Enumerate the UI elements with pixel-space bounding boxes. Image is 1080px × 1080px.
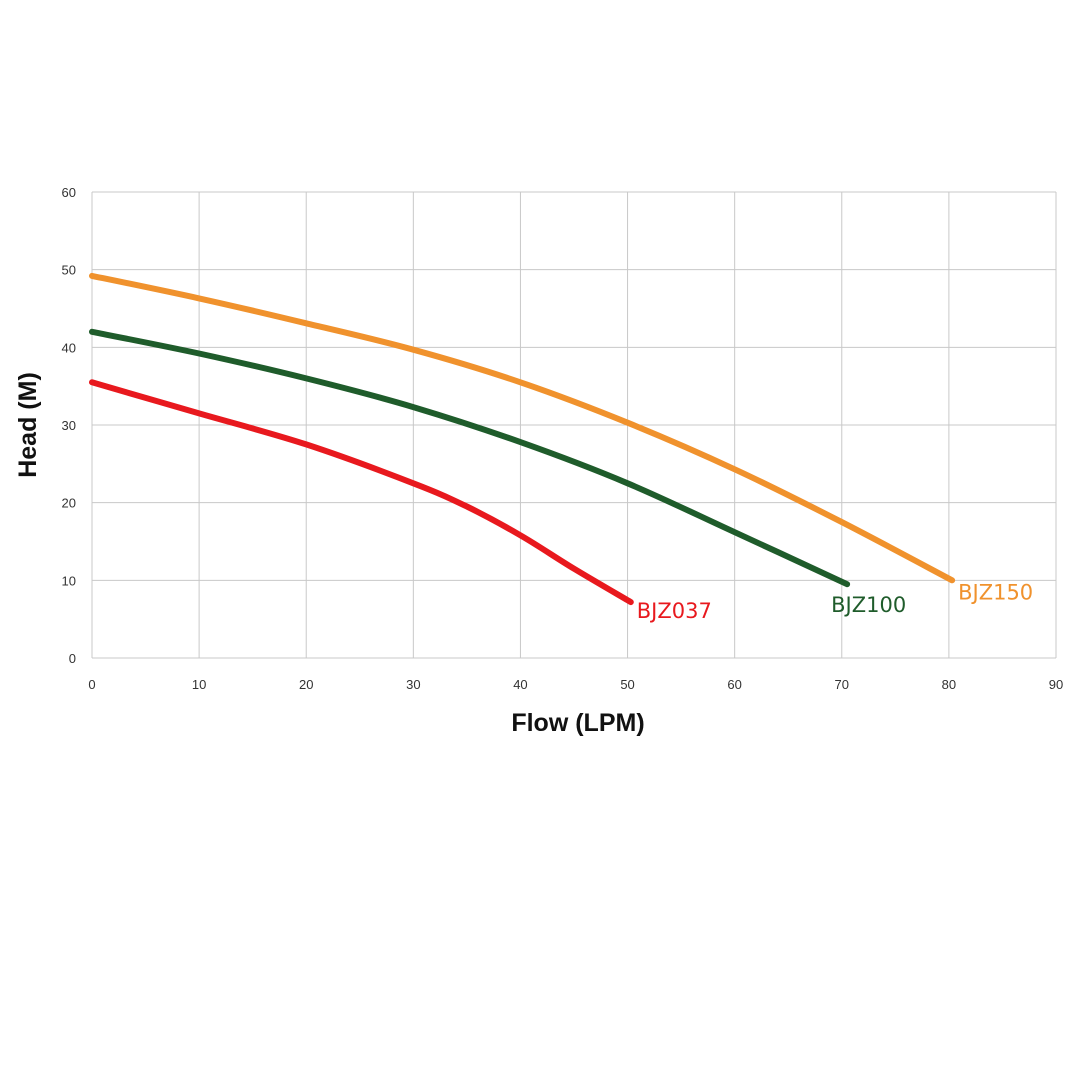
x-tick-label: 10	[192, 677, 206, 692]
series-lines	[89, 272, 956, 606]
x-tick-label: 30	[406, 677, 420, 692]
x-tick-label: 40	[513, 677, 527, 692]
x-tick-label: 50	[620, 677, 634, 692]
y-tick-label: 40	[62, 340, 76, 355]
series-label-bjz150: BJZ150	[958, 580, 1033, 604]
x-tick-label: 0	[88, 677, 95, 692]
series-label-bjz037: BJZ037	[637, 599, 712, 623]
series-labels: BJZ037 BJZ100 BJZ150	[637, 580, 1033, 623]
x-tick-label: 20	[299, 677, 313, 692]
x-tick-label: 80	[942, 677, 956, 692]
series-line-bjz100	[89, 328, 851, 588]
x-tick-label: 70	[835, 677, 849, 692]
series-line-bjz037	[89, 379, 634, 606]
y-axis-title: Head (M)	[14, 372, 42, 478]
y-tick-label: 50	[62, 263, 76, 278]
y-tick-label: 20	[62, 496, 76, 511]
x-tick-label: 60	[727, 677, 741, 692]
series-label-bjz100: BJZ100	[831, 593, 906, 617]
tick-labels: 0 10 20 30 40 50 60 70 80 90 0 10 20 30 40 50 60	[62, 185, 1064, 692]
x-tick-label: 90	[1049, 677, 1063, 692]
x-axis-title: Flow (LPM)	[511, 709, 644, 737]
y-tick-label: 60	[62, 185, 76, 200]
y-tick-label: 10	[62, 573, 76, 588]
series-line-bjz150	[89, 272, 956, 584]
y-tick-label: 0	[69, 651, 76, 666]
y-tick-label: 30	[62, 418, 76, 433]
